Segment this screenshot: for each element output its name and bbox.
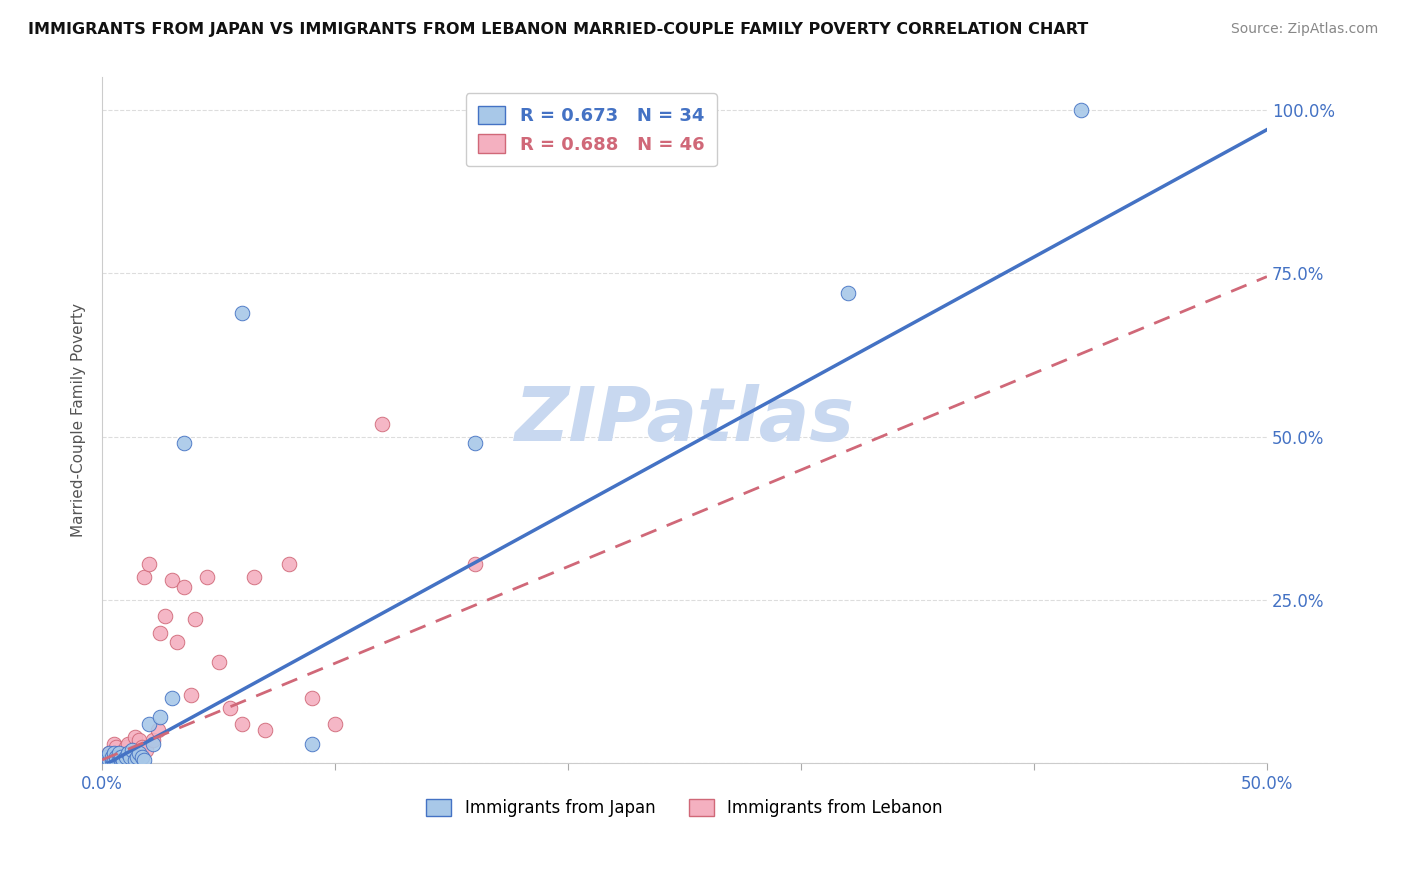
Point xyxy=(135,743,157,757)
Point xyxy=(160,574,183,588)
Point xyxy=(103,737,125,751)
Point xyxy=(301,737,323,751)
Point xyxy=(166,635,188,649)
Point xyxy=(464,557,486,571)
Point xyxy=(124,753,146,767)
Point xyxy=(100,753,122,767)
Point xyxy=(114,749,136,764)
Point xyxy=(142,737,165,751)
Point xyxy=(128,733,150,747)
Text: Source: ZipAtlas.com: Source: ZipAtlas.com xyxy=(1230,22,1378,37)
Point xyxy=(105,749,128,764)
Point xyxy=(138,557,160,571)
Point xyxy=(103,753,125,767)
Point xyxy=(180,688,202,702)
Point xyxy=(120,749,142,764)
Point xyxy=(146,723,169,738)
Point xyxy=(117,737,139,751)
Point xyxy=(131,749,153,764)
Point xyxy=(110,749,132,764)
Point xyxy=(173,580,195,594)
Point xyxy=(117,747,139,761)
Point xyxy=(231,717,253,731)
Point xyxy=(100,749,122,764)
Point xyxy=(138,717,160,731)
Point xyxy=(149,710,172,724)
Point xyxy=(100,753,122,767)
Point xyxy=(105,753,128,767)
Point xyxy=(107,747,129,761)
Point xyxy=(110,753,132,767)
Point xyxy=(127,749,149,764)
Point xyxy=(93,753,115,767)
Point xyxy=(107,749,129,764)
Point xyxy=(153,609,176,624)
Point xyxy=(121,743,143,757)
Point xyxy=(98,753,121,767)
Point xyxy=(105,739,128,754)
Point xyxy=(1070,103,1092,117)
Point xyxy=(103,753,125,767)
Point xyxy=(837,285,859,300)
Point xyxy=(464,436,486,450)
Point xyxy=(219,700,242,714)
Point xyxy=(142,733,165,747)
Point xyxy=(107,747,129,761)
Point xyxy=(231,305,253,319)
Point xyxy=(301,690,323,705)
Point xyxy=(121,747,143,761)
Point xyxy=(134,753,156,767)
Point xyxy=(195,570,218,584)
Point xyxy=(277,557,299,571)
Point xyxy=(242,570,264,584)
Point xyxy=(93,753,115,767)
Point xyxy=(114,739,136,754)
Point xyxy=(127,743,149,757)
Point xyxy=(110,749,132,764)
Point xyxy=(124,730,146,744)
Point xyxy=(173,436,195,450)
Point xyxy=(120,749,142,764)
Point xyxy=(128,747,150,761)
Point xyxy=(112,747,135,761)
Point xyxy=(184,612,207,626)
Text: IMMIGRANTS FROM JAPAN VS IMMIGRANTS FROM LEBANON MARRIED-COUPLE FAMILY POVERTY C: IMMIGRANTS FROM JAPAN VS IMMIGRANTS FROM… xyxy=(28,22,1088,37)
Point xyxy=(100,749,122,764)
Point xyxy=(149,625,172,640)
Point xyxy=(96,749,118,764)
Point xyxy=(208,655,231,669)
Point xyxy=(110,753,132,767)
Point xyxy=(160,690,183,705)
Point xyxy=(131,739,153,754)
Point xyxy=(103,747,125,761)
Point xyxy=(112,753,135,767)
Point xyxy=(98,747,121,761)
Legend: Immigrants from Japan, Immigrants from Lebanon: Immigrants from Japan, Immigrants from L… xyxy=(420,792,949,823)
Point xyxy=(134,570,156,584)
Y-axis label: Married-Couple Family Poverty: Married-Couple Family Poverty xyxy=(72,303,86,537)
Point xyxy=(96,749,118,764)
Point xyxy=(105,749,128,764)
Point xyxy=(323,717,346,731)
Point xyxy=(98,753,121,767)
Point xyxy=(98,747,121,761)
Point xyxy=(254,723,277,738)
Point xyxy=(107,749,129,764)
Text: ZIPatlas: ZIPatlas xyxy=(515,384,855,457)
Point xyxy=(371,417,394,431)
